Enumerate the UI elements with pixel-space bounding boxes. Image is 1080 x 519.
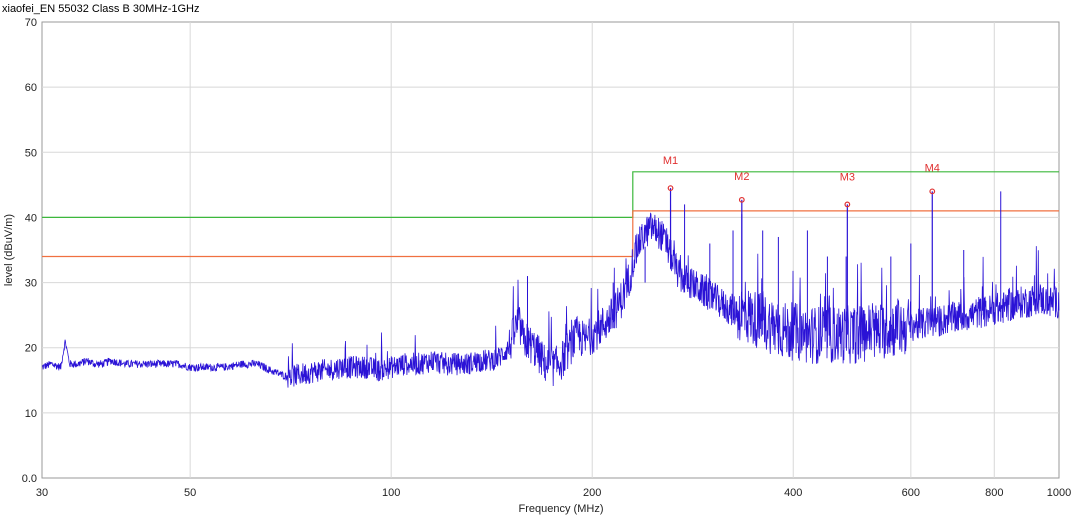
limit-line [42,171,1059,218]
y-tick-label: 20 [25,343,37,355]
marker-label: M2 [734,171,749,183]
x-tick-label: 50 [184,487,196,499]
x-tick-labels: 30 50 100 200 400 600 800 1000 [36,487,1071,499]
x-tick-label: 30 [36,487,48,499]
limit-line [42,210,1059,258]
y-tick-labels: 0.0 10 20 30 40 50 60 70 [22,17,37,485]
chart-title: xiaofei_EN 55032 Class B 30MHz-1GHz [2,3,199,15]
x-tick-label: 400 [784,487,802,499]
y-tick-label: 0.0 [22,473,37,485]
y-tick-label: 60 [25,82,37,94]
measurement-trace [41,191,1060,388]
marker-point [844,201,851,208]
y-tick-label: 50 [25,147,37,159]
marker-point [667,185,674,192]
y-tick-label: 10 [25,408,37,420]
markers: M1 M2 M3 M4 [663,155,940,335]
y-axis-label: level (dBuV/m) [3,214,15,286]
y-tick-label: 30 [25,278,37,290]
x-tick-label: 600 [902,487,920,499]
marker-label: M4 [925,162,940,174]
y-tick-label: 70 [25,17,37,29]
x-tick-label: 1000 [1047,487,1071,499]
x-tick-label: 100 [382,487,400,499]
plot-area [41,21,1060,479]
marker-label: M1 [663,155,678,167]
marker-label: M3 [840,171,855,183]
y-tick-label: 40 [25,212,37,224]
limit-lines [42,171,1059,258]
x-axis-label: Frequency (MHz) [519,503,604,515]
trace-line [41,212,1060,388]
x-tick-label: 200 [583,487,601,499]
x-tick-label: 800 [985,487,1003,499]
marker-point [738,196,745,203]
marker-point [929,188,936,195]
